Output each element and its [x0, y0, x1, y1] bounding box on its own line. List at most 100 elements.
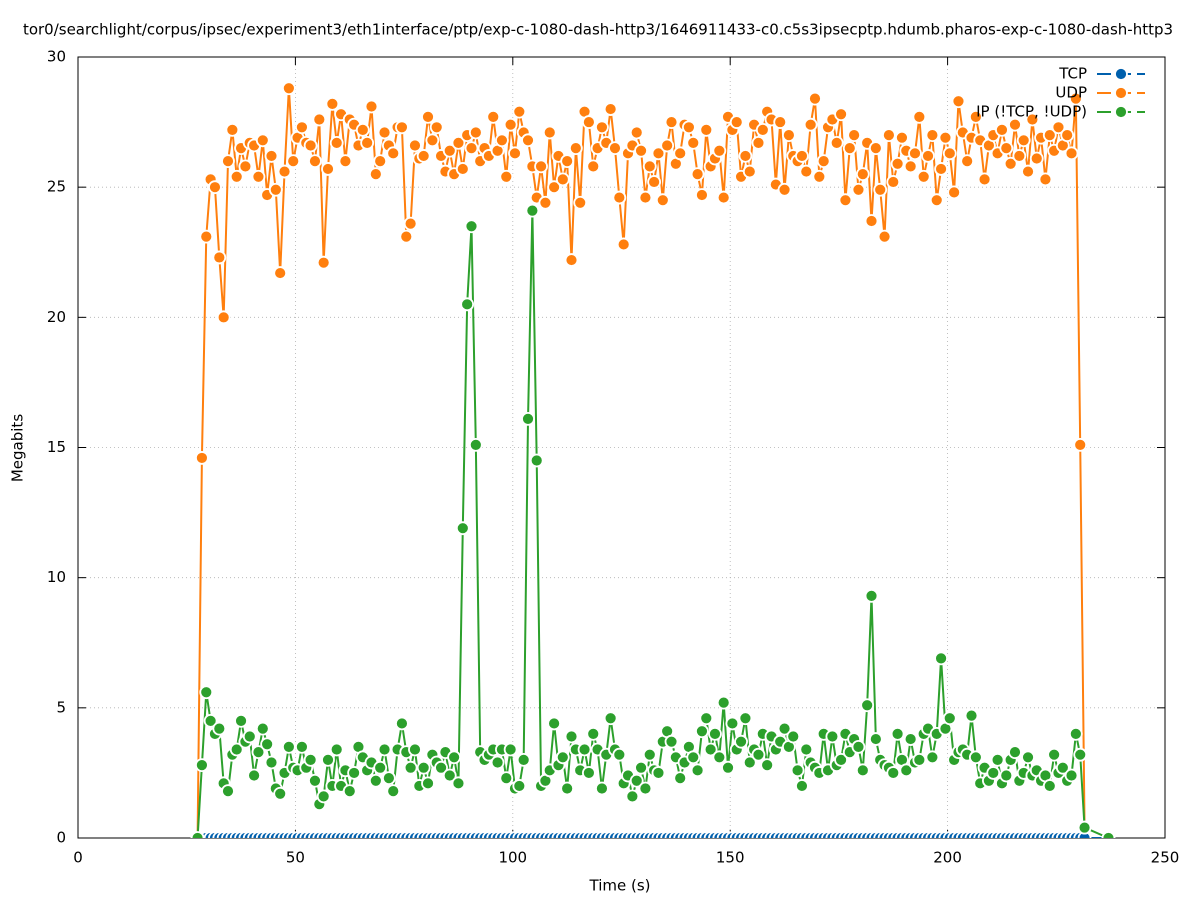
data-point: [512, 104, 527, 119]
data-point: [616, 237, 631, 252]
data-point: [1042, 128, 1057, 143]
data-point: [225, 122, 240, 137]
data-point: [777, 182, 792, 197]
data-point: [934, 162, 948, 176]
y-tick-label: 0: [56, 829, 66, 847]
data-point: [855, 763, 870, 778]
data-point: [868, 141, 883, 156]
data-point: [308, 773, 322, 788]
data-point: [1021, 750, 1035, 765]
data-point: [295, 120, 309, 135]
data-point: [921, 149, 935, 163]
data-point: [960, 154, 975, 169]
data-point: [251, 745, 266, 759]
data-point: [690, 763, 705, 778]
data-point: [1016, 133, 1031, 148]
data-point: [342, 784, 357, 799]
y-tick-label: 15: [47, 438, 66, 456]
data-point: [1012, 149, 1027, 163]
data-point: [447, 750, 462, 765]
data-point: [538, 195, 553, 210]
data-point: [260, 737, 275, 752]
data-point: [1060, 128, 1075, 143]
data-point: [451, 136, 466, 150]
data-point: [695, 188, 709, 202]
data-point: [864, 214, 879, 228]
data-point: [851, 182, 866, 197]
data-point: [699, 711, 714, 726]
data-point: [964, 708, 979, 723]
data-point: [238, 159, 253, 174]
legend-marker: [1114, 105, 1128, 119]
data-point: [816, 154, 831, 169]
data-point: [442, 768, 457, 783]
data-point: [851, 739, 866, 754]
data-point: [855, 167, 870, 182]
data-point: [190, 831, 205, 838]
legend-label: IP (!TCP, !UDP): [976, 103, 1087, 121]
data-point: [812, 169, 827, 184]
data-point: [395, 716, 409, 731]
data-point: [990, 753, 1005, 767]
data-point: [1064, 768, 1079, 783]
data-point: [373, 154, 388, 169]
data-point: [416, 760, 431, 775]
y-tick-label: 20: [47, 308, 66, 326]
data-point: [916, 169, 931, 184]
data-point: [1047, 747, 1062, 762]
data-point: [208, 180, 222, 195]
data-point: [521, 411, 535, 426]
data-point: [286, 154, 301, 169]
data-point: [847, 128, 862, 143]
data-point: [303, 753, 318, 767]
data-point: [264, 755, 279, 770]
data-point: [1077, 820, 1092, 835]
data-point: [803, 117, 818, 132]
data-point: [564, 729, 579, 744]
data-point: [699, 122, 714, 137]
data-point: [695, 724, 709, 739]
data-point: [686, 750, 701, 765]
data-point: [373, 760, 388, 775]
data-point: [977, 172, 992, 187]
data-point: [1038, 172, 1053, 187]
data-point: [642, 159, 657, 174]
data-point: [255, 721, 270, 736]
data-point: [942, 711, 957, 726]
data-point: [455, 162, 470, 176]
data-point: [242, 729, 257, 744]
data-point: [751, 747, 766, 762]
data-point: [673, 146, 688, 161]
data-point: [882, 128, 896, 143]
data-point: [199, 229, 214, 244]
data-point: [460, 297, 475, 312]
data-point: [612, 190, 627, 205]
data-point: [199, 685, 214, 700]
x-tick-label: 50: [286, 849, 305, 867]
data-point: [1029, 151, 1044, 166]
data-point: [651, 146, 666, 161]
data-point: [999, 768, 1014, 783]
data-point: [421, 776, 435, 791]
data-point: [516, 753, 531, 767]
data-point: [642, 747, 657, 762]
data-point: [212, 250, 227, 265]
data-point: [673, 771, 688, 786]
data-point: [912, 109, 927, 124]
data-point: [542, 125, 557, 140]
data-point: [234, 713, 248, 728]
data-point: [634, 143, 648, 158]
data-point: [873, 182, 888, 197]
data-point: [512, 779, 527, 793]
data-point: [738, 149, 753, 163]
data-point: [586, 159, 601, 174]
data-point: [329, 742, 344, 757]
data-point: [1064, 146, 1079, 161]
data-point: [268, 182, 283, 197]
x-tick-label: 200: [933, 849, 962, 867]
data-point: [434, 760, 448, 775]
data-point: [860, 698, 875, 713]
data-point: [760, 758, 775, 773]
data-point: [360, 136, 375, 150]
